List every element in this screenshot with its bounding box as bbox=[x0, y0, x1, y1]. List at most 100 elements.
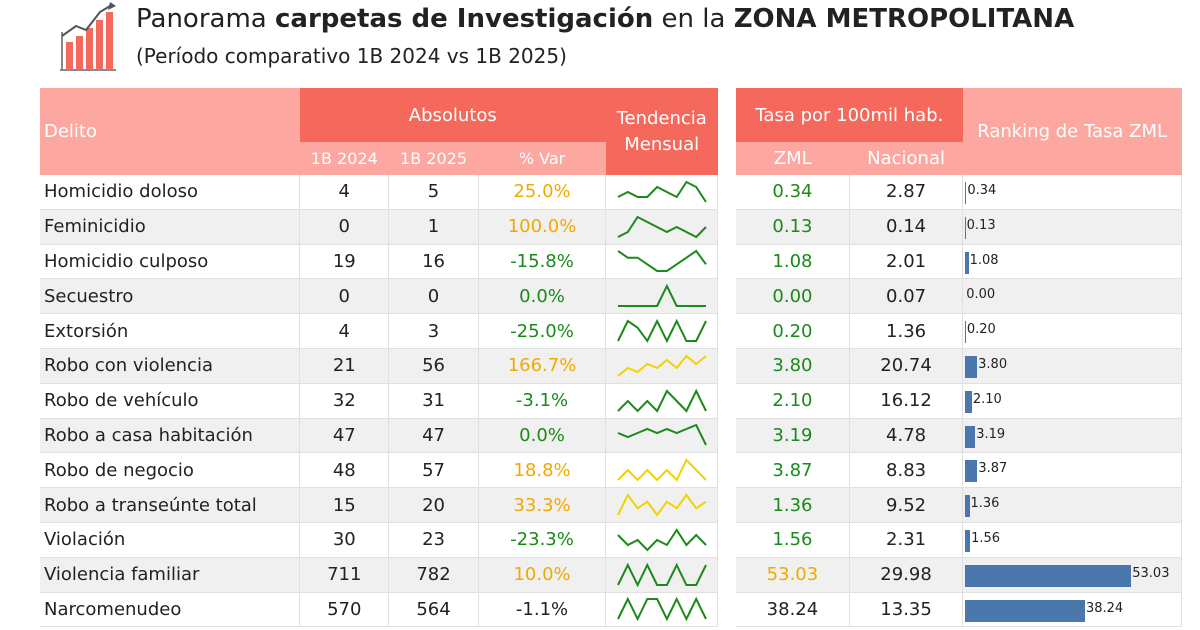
table-row: Robo con violencia 21 56 166.7% bbox=[40, 348, 718, 384]
table-row: Violencia familiar 711 782 10.0% bbox=[40, 557, 718, 593]
sparkline-line bbox=[616, 388, 707, 413]
ranking-bar-label: 3.19 bbox=[976, 426, 1006, 442]
cell-nacional: 0.07 bbox=[849, 278, 964, 315]
cell-nacional: 29.98 bbox=[849, 557, 964, 593]
ranking-bar-label: 1.08 bbox=[969, 252, 999, 268]
cell-delito: Robo con violencia bbox=[40, 348, 301, 384]
cell-ranking: 1.08 bbox=[962, 244, 1182, 280]
ranking-bar-label: 38.24 bbox=[1085, 600, 1124, 616]
cell-ranking: 1.36 bbox=[962, 487, 1182, 523]
cell-sparkline bbox=[605, 452, 718, 489]
table-row: Secuestro 0 0 0.0% bbox=[40, 278, 718, 315]
cell-1b2024: 30 bbox=[299, 522, 390, 558]
cell-zml: 0.20 bbox=[736, 313, 850, 349]
header-ranking: Ranking de Tasa ZML bbox=[962, 88, 1182, 175]
cell-ranking: 0.20 bbox=[962, 313, 1182, 349]
sparkline-line bbox=[616, 458, 707, 482]
sparkline-chart bbox=[616, 318, 707, 344]
cell-1b2024: 0 bbox=[299, 278, 390, 315]
cell-1b2025: 31 bbox=[388, 383, 479, 419]
ranking-bar-label: 1.36 bbox=[970, 496, 1000, 512]
cell-zml: 3.80 bbox=[736, 348, 850, 384]
cell-ranking: 3.87 bbox=[962, 452, 1182, 489]
cell-1b2025: 3 bbox=[388, 313, 479, 349]
cell-1b2025: 564 bbox=[388, 592, 479, 628]
cell-nacional: 2.01 bbox=[849, 244, 964, 280]
cell-zml: 0.34 bbox=[736, 175, 850, 210]
sparkline-line bbox=[617, 284, 706, 308]
table-row: 0.34 2.87 0.34 bbox=[736, 175, 1182, 210]
ranking-bar-label: 0.34 bbox=[967, 183, 997, 198]
cell-ranking: 3.80 bbox=[962, 348, 1182, 384]
cell-delito: Extorsión bbox=[40, 313, 301, 349]
sparkline-chart bbox=[617, 215, 707, 238]
cell-var: -23.3% bbox=[478, 522, 607, 558]
cell-ranking: 53.03 bbox=[962, 557, 1182, 593]
ranking-bar bbox=[965, 425, 976, 448]
cell-ranking: 1.56 bbox=[962, 522, 1182, 558]
cell-nacional: 0.14 bbox=[849, 209, 964, 245]
sparkline-chart bbox=[617, 180, 707, 203]
cell-nacional: 9.52 bbox=[849, 487, 964, 523]
cell-ranking: 0.34 bbox=[962, 175, 1182, 210]
sparkline-chart bbox=[617, 354, 707, 377]
table-row: 0.13 0.14 0.13 bbox=[736, 209, 1182, 245]
cell-sparkline bbox=[605, 592, 718, 628]
sparkline-line bbox=[617, 424, 707, 446]
cell-1b2024: 0 bbox=[299, 209, 390, 245]
cell-var: -15.8% bbox=[478, 244, 607, 280]
cell-zml: 0.00 bbox=[736, 278, 850, 315]
cell-ranking: 2.10 bbox=[962, 383, 1182, 419]
table-row: 1.08 2.01 1.08 bbox=[736, 244, 1182, 280]
cell-delito: Robo a casa habitación bbox=[40, 418, 301, 454]
header-tendencia: Tendencia Mensual bbox=[605, 88, 718, 175]
ranking-bar bbox=[965, 251, 969, 274]
cell-zml: 38.24 bbox=[736, 592, 850, 628]
ranking-bar-label: 3.87 bbox=[978, 461, 1008, 477]
sparkline-line bbox=[617, 180, 707, 203]
sparkline-line bbox=[617, 250, 707, 273]
cell-sparkline bbox=[605, 487, 718, 523]
cell-delito: Homicidio culposo bbox=[40, 244, 301, 280]
page-title: Panorama carpetas de Investigación en la… bbox=[136, 4, 1075, 34]
ranking-bar-label: 2.10 bbox=[972, 391, 1002, 407]
cell-1b2025: 20 bbox=[388, 487, 479, 523]
cell-delito: Violación bbox=[40, 522, 301, 558]
cell-var: 0.0% bbox=[478, 278, 607, 315]
cell-zml: 2.10 bbox=[736, 383, 850, 419]
cell-1b2025: 782 bbox=[388, 557, 479, 593]
sparkline-chart bbox=[616, 458, 707, 482]
sparkline-chart bbox=[616, 493, 707, 517]
cell-var: 18.8% bbox=[478, 452, 607, 489]
table-row: Violación 30 23 -23.3% bbox=[40, 522, 718, 558]
ranking-bar bbox=[965, 355, 978, 378]
ranking-bar bbox=[965, 529, 971, 552]
cell-1b2025: 23 bbox=[388, 522, 479, 558]
cell-nacional: 2.31 bbox=[849, 522, 964, 558]
table-row: 3.80 20.74 3.80 bbox=[736, 348, 1182, 384]
cell-1b2024: 711 bbox=[299, 557, 390, 593]
sparkline-chart bbox=[616, 562, 707, 587]
table-row: Extorsión 4 3 -25.0% bbox=[40, 313, 718, 349]
cell-delito: Robo de negocio bbox=[40, 452, 301, 489]
cell-sparkline bbox=[605, 418, 718, 454]
cell-sparkline bbox=[605, 175, 718, 210]
cell-var: 10.0% bbox=[478, 557, 607, 593]
table-row: Robo de vehículo 32 31 -3.1% bbox=[40, 383, 718, 419]
cell-1b2024: 32 bbox=[299, 383, 390, 419]
cell-1b2025: 16 bbox=[388, 244, 479, 280]
cell-1b2024: 47 bbox=[299, 418, 390, 454]
sparkline-line bbox=[616, 528, 707, 552]
ranking-bar-label: 0.00 bbox=[966, 287, 996, 303]
sparkline-chart bbox=[616, 388, 707, 413]
cell-sparkline bbox=[605, 383, 718, 419]
ranking-bar bbox=[965, 495, 970, 518]
ranking-bar bbox=[965, 321, 966, 344]
table-row: 3.19 4.78 3.19 bbox=[736, 418, 1182, 454]
sparkline-chart bbox=[617, 250, 707, 273]
cell-1b2025: 0 bbox=[388, 278, 479, 315]
cell-var: 25.0% bbox=[478, 175, 607, 210]
cell-1b2025: 1 bbox=[388, 209, 479, 245]
ranking-bar-label: 1.56 bbox=[971, 530, 1001, 546]
ranking-bar-label: 0.13 bbox=[966, 217, 996, 233]
